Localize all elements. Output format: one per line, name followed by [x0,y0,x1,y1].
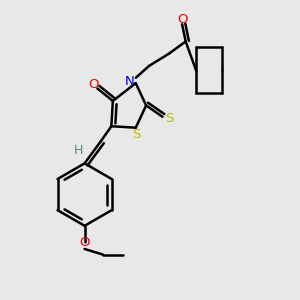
Text: O: O [80,236,90,249]
Text: S: S [165,112,173,125]
Text: O: O [88,77,99,91]
Text: O: O [177,13,187,26]
Text: H: H [74,144,83,158]
Text: N: N [124,75,134,88]
Text: S: S [132,128,140,141]
